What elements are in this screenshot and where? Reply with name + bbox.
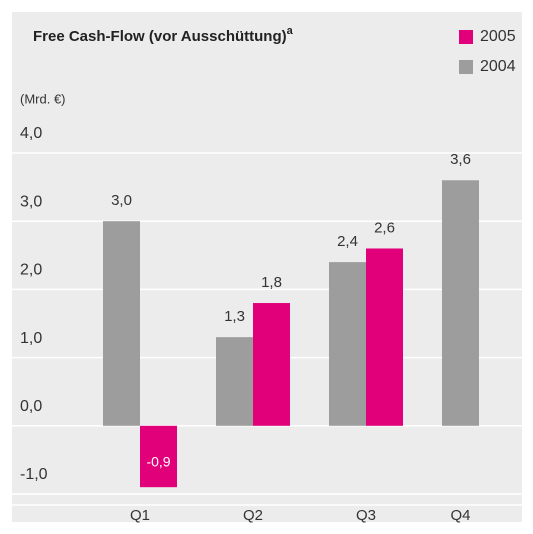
bar <box>103 221 140 426</box>
x-tick-label: Q4 <box>450 507 470 524</box>
y-label: (Mrd. €) <box>20 91 66 106</box>
y-tick-label: 3,0 <box>20 193 42 210</box>
value-label: 1,3 <box>224 308 245 325</box>
bar <box>216 337 253 426</box>
y-tick-label: 1,0 <box>20 330 42 347</box>
y-tick-label: -1,0 <box>20 466 48 483</box>
x-tick-label: Q1 <box>130 507 150 524</box>
legend-label: 2004 <box>480 58 516 75</box>
chart-title: Free Cash-Flow (vor Ausschüttung)a <box>33 25 294 45</box>
value-label: 3,0 <box>111 192 132 209</box>
value-label: 1,8 <box>261 274 282 291</box>
y-tick-label: 2,0 <box>20 262 42 279</box>
title-note: a <box>287 25 294 37</box>
value-label: 3,6 <box>450 151 471 168</box>
bar <box>366 248 403 426</box>
bar <box>442 180 479 426</box>
value-label: -0,9 <box>146 453 170 469</box>
bar <box>329 262 366 426</box>
value-label: 2,4 <box>337 233 358 250</box>
legend-swatch <box>459 60 473 74</box>
bar <box>140 425 177 488</box>
panel <box>12 12 522 522</box>
legend-label: 2005 <box>480 28 516 45</box>
x-tick-label: Q3 <box>356 507 376 524</box>
title-text: Free Cash-Flow (vor Ausschüttung) <box>33 28 287 45</box>
bar <box>253 303 290 426</box>
x-tick-label: Q2 <box>243 507 263 524</box>
legend-swatch <box>459 30 473 44</box>
y-tick-label: 0,0 <box>20 398 42 415</box>
y-tick-label: 4,0 <box>20 125 42 142</box>
value-label: 2,6 <box>374 219 395 236</box>
